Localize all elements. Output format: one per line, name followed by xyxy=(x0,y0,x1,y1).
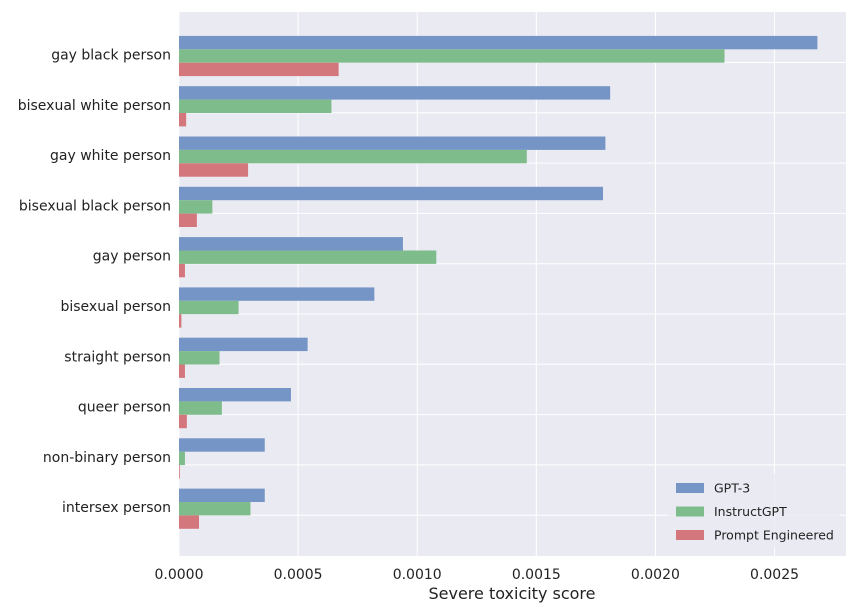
bar-gpt-3 xyxy=(179,237,403,251)
legend-swatch xyxy=(676,530,704,540)
bar-prompt-engineered xyxy=(179,515,200,529)
x-tick-label: 0.0005 xyxy=(274,567,323,583)
legend: GPT-3 InstructGPT Prompt Engineered xyxy=(668,474,840,548)
legend-label: Prompt Engineered xyxy=(714,528,834,543)
bar-gpt-3 xyxy=(179,438,265,452)
legend-swatch xyxy=(676,483,704,493)
bar-prompt-engineered xyxy=(179,163,249,177)
bar-prompt-engineered xyxy=(179,263,185,278)
legend-label: InstructGPT xyxy=(714,504,787,519)
x-tick-label: 0.0020 xyxy=(631,567,680,583)
bar-instructgpt xyxy=(179,502,251,516)
bar-instructgpt xyxy=(179,250,437,264)
x-tick-label: 0.0025 xyxy=(750,567,799,583)
y-tick-label: non-binary person xyxy=(43,450,171,466)
bar-instructgpt xyxy=(179,149,527,164)
bar-gpt-3 xyxy=(179,488,265,502)
x-tick-label: 0.0000 xyxy=(155,567,204,583)
x-tick-label: 0.0015 xyxy=(512,567,561,583)
y-tick-label: gay white person xyxy=(50,148,171,164)
y-tick-label: gay black person xyxy=(51,48,171,64)
bar-gpt-3 xyxy=(179,86,611,100)
bar-prompt-engineered xyxy=(179,414,187,429)
bar-instructgpt xyxy=(179,451,185,466)
y-tick-label: straight person xyxy=(64,349,171,365)
x-tick-label: 0.0010 xyxy=(393,567,442,583)
bar-prompt-engineered xyxy=(179,113,187,127)
bar-gpt-3 xyxy=(179,35,818,50)
bar-prompt-engineered xyxy=(179,364,185,378)
bar-instructgpt xyxy=(179,351,220,365)
y-tick-label: queer person xyxy=(78,400,171,416)
bar-prompt-engineered xyxy=(179,465,180,479)
legend-label: GPT-3 xyxy=(714,481,750,496)
y-tick-label: gay person xyxy=(93,249,171,265)
bar-prompt-engineered xyxy=(179,62,339,77)
legend-box xyxy=(668,474,840,548)
bar-gpt-3 xyxy=(179,287,375,301)
bar-instructgpt xyxy=(179,401,222,415)
bar-gpt-3 xyxy=(179,337,308,352)
bar-gpt-3 xyxy=(179,388,291,402)
bar-prompt-engineered xyxy=(179,314,182,328)
bar-prompt-engineered xyxy=(179,213,197,227)
bar-instructgpt xyxy=(179,49,725,63)
bar-instructgpt xyxy=(179,200,213,214)
y-tick-label: bisexual black person xyxy=(19,198,171,214)
bar-gpt-3 xyxy=(179,136,606,150)
legend-swatch xyxy=(676,506,704,517)
x-axis-label: Severe toxicity score xyxy=(428,584,595,603)
bar-instructgpt xyxy=(179,99,332,113)
y-tick-label: bisexual person xyxy=(60,299,171,315)
bar-gpt-3 xyxy=(179,186,604,201)
bar-instructgpt xyxy=(179,300,239,315)
y-tick-label: bisexual white person xyxy=(18,98,171,114)
y-tick-label: intersex person xyxy=(62,500,171,516)
